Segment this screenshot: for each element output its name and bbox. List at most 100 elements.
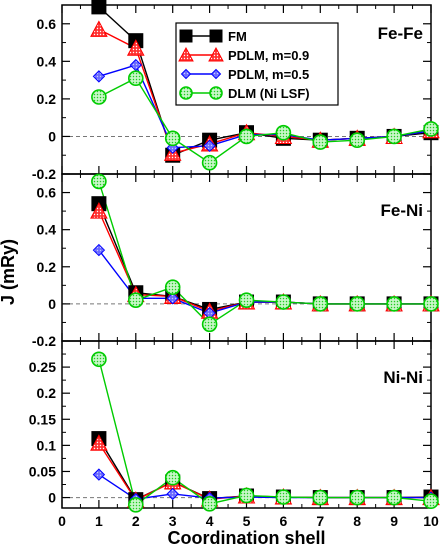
data-point [386, 128, 402, 145]
y-tick-label: 0.6 [37, 185, 57, 201]
data-point [386, 489, 402, 506]
data-point [164, 469, 181, 486]
data-point [128, 292, 144, 308]
legend-marker [208, 46, 224, 62]
legend-label: DLM (Ni LSF) [228, 86, 310, 101]
panel-frame [61, 340, 432, 509]
legend-entry: DLM (Ni LSF) [179, 86, 310, 101]
data-point [423, 296, 439, 312]
y-tick-label: 0 [48, 128, 56, 144]
y-tick-label: 0.15 [29, 411, 56, 427]
data-point [128, 497, 144, 513]
data-point [128, 70, 144, 87]
y-tick-label: 0.4 [37, 222, 57, 238]
legend-marker [179, 86, 193, 100]
data-point [275, 489, 292, 505]
x-tick-label: 2 [132, 513, 140, 529]
data-point [91, 173, 107, 190]
y-tick-label: 0.2 [37, 259, 57, 275]
series-line-3 [98, 77, 432, 164]
panel-label: Ni-Ni [383, 368, 423, 387]
data-point [91, 0, 107, 15]
data-point [92, 468, 106, 481]
data-point [91, 89, 107, 105]
legend-marker [209, 29, 223, 43]
data-point [166, 487, 179, 501]
data-point [90, 434, 108, 451]
legend-entry: FM [179, 29, 247, 44]
legend-entry: PDLM, m=0.9 [178, 46, 309, 63]
series-line-0 [98, 438, 432, 501]
data-point [386, 296, 402, 312]
panels-group: -0.200.20.40.6Fe-Fe-0.200.20.40.6Fe-Ni00… [29, 0, 440, 548]
panel-label: Fe-Ni [381, 201, 424, 220]
y-tick-label: 0.4 [37, 53, 57, 69]
x-tick-label: 6 [280, 513, 288, 529]
data-point [312, 489, 329, 506]
x-tick-label: 8 [353, 513, 361, 529]
y-tick-label: 0.05 [29, 463, 56, 479]
x-tick-label: 0 [58, 513, 66, 529]
series-line-3 [98, 181, 431, 326]
legend-marker [179, 29, 193, 43]
data-point [201, 154, 218, 171]
y-tick-label: 0.1 [37, 437, 57, 453]
panel-ni-ni: 0 0.05 0.1 0.15 0.2 0.25 Ni-Ni 0 1 2 3 4 5 6 7 8 9 10 Coor… [29, 340, 440, 548]
y-tick-label: 0.2 [37, 385, 57, 401]
x-tick-label: 9 [390, 513, 398, 529]
y-tick-label: -0.2 [32, 333, 56, 349]
data-point [349, 296, 366, 312]
panel-label: Fe-Fe [378, 24, 423, 43]
data-point [275, 124, 292, 141]
data-point [423, 121, 439, 137]
data-point [92, 243, 106, 257]
data-point [126, 39, 145, 56]
data-point [201, 316, 218, 333]
data-point [92, 70, 106, 83]
legend-marker [210, 68, 222, 80]
data-point [164, 130, 181, 147]
data-point [312, 296, 329, 312]
panel-frame [61, 173, 432, 342]
x-tick-label: 10 [423, 513, 439, 529]
x-tick-label: 7 [316, 513, 324, 529]
data-point [164, 279, 181, 295]
legend: FM PDLM, m=0.9 PDLM, m=0.5 DLM (Ni LSF) [175, 22, 339, 106]
data-point [238, 487, 255, 504]
data-point [423, 493, 439, 510]
x-tick-label: 3 [169, 513, 177, 529]
legend-label: PDLM, m=0.5 [228, 67, 309, 82]
data-point [203, 139, 216, 153]
x-tick-label: 5 [243, 513, 251, 529]
series-line-3 [98, 359, 432, 507]
y-tick-label: 0 [48, 490, 56, 506]
data-point [238, 128, 255, 145]
x-tick-label: 4 [206, 513, 214, 529]
legend-label: PDLM, m=0.9 [228, 48, 309, 63]
y-tick-label: 0.6 [37, 16, 57, 32]
legend-entry: PDLM, m=0.5 [180, 67, 309, 82]
data-point [238, 292, 255, 308]
panel-fe-fe: -0.2 0 0.2 0.4 0.6 Fe-Fe [32, 0, 440, 182]
data-point [90, 20, 108, 37]
y-axis-label: J (mRy) [0, 239, 18, 305]
data-point [349, 132, 366, 148]
x-axis-label: Coordination shell [167, 528, 325, 545]
y-tick-label: -0.2 [32, 166, 56, 182]
data-point [349, 489, 366, 506]
panel-fe-ni: -0.2 0 0.2 0.4 0.6 Fe-Ni [32, 173, 440, 349]
y-tick-label: 0.2 [37, 91, 57, 107]
data-point [275, 294, 292, 310]
legend-box [175, 22, 339, 106]
legend-marker [178, 46, 194, 62]
y-tick-label: 0 [48, 296, 56, 312]
data-point [91, 351, 107, 368]
y-tick-label: 0.25 [29, 359, 56, 375]
legend-marker [180, 68, 192, 80]
legend-marker [209, 86, 223, 100]
x-tick-label: 1 [95, 513, 103, 529]
data-point [90, 202, 108, 219]
legend-label: FM [228, 29, 247, 44]
